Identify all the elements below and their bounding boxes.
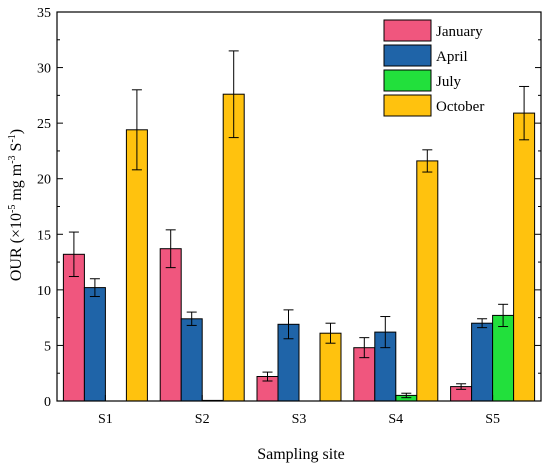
x-axis-title: Sampling site <box>257 446 345 463</box>
legend-item-october: October <box>383 94 484 117</box>
y-tick-label: 5 <box>44 339 51 354</box>
bar-october-s4 <box>416 160 439 402</box>
x-tick-label-s4: S4 <box>388 412 403 427</box>
error-bar-april-s4 <box>380 316 391 349</box>
x-tick-label-s1: S1 <box>98 412 113 427</box>
y-axis-title: OUR (×10-5 mg m-3 S-1) <box>7 129 25 281</box>
bar-october-s5 <box>513 112 536 402</box>
bar-april-s1 <box>83 287 106 402</box>
error-bar-october-s4 <box>422 149 433 173</box>
legend-label: April <box>436 49 468 65</box>
error-bar-april-s1 <box>89 278 100 298</box>
bar-april-s2 <box>180 318 203 402</box>
legend-swatch <box>383 69 432 92</box>
error-bars-layer <box>68 50 530 399</box>
error-bar-january-s4 <box>359 337 370 359</box>
y-tick-label: 15 <box>37 228 51 243</box>
legend-swatch <box>383 94 432 117</box>
x-tick-label-s2: S2 <box>195 412 210 427</box>
bar-july-s5 <box>492 314 515 402</box>
legend-label: October <box>436 99 484 115</box>
bar-april-s5 <box>471 322 494 402</box>
bar-january-s2 <box>159 248 182 402</box>
ticks-layer: 0 5 10 15 20 25 30 35 S1 S2 S3 S4 S5 <box>37 6 541 427</box>
y-tick-label: 10 <box>37 284 51 299</box>
legend-label: January <box>436 24 483 40</box>
legend-swatch <box>383 44 432 67</box>
error-bar-october-s5 <box>519 85 530 141</box>
error-bar-january-s3 <box>262 371 273 382</box>
error-bar-october-s3 <box>325 322 336 344</box>
error-bar-july-s5 <box>498 303 509 328</box>
error-bar-october-s2 <box>228 50 239 139</box>
y-tick-label: 20 <box>37 173 51 188</box>
error-bar-october-s1 <box>131 89 142 171</box>
y-tick-label: 25 <box>37 117 51 132</box>
error-bar-january-s2 <box>165 229 176 269</box>
legend-swatch <box>383 19 432 42</box>
bars-layer <box>62 93 536 402</box>
y-tick-label: 35 <box>37 6 51 21</box>
bar-october-s1 <box>125 129 148 402</box>
error-bar-april-s3 <box>283 309 294 340</box>
legend-item-april: April <box>383 44 468 67</box>
y-tick-label: 30 <box>37 62 51 77</box>
x-tick-label-s5: S5 <box>485 412 500 427</box>
error-bar-april-s5 <box>477 318 488 329</box>
bar-october-s2 <box>222 93 245 402</box>
error-bar-april-s2 <box>186 311 197 326</box>
legend-item-january: January <box>383 19 483 42</box>
legend-item-july: July <box>383 69 462 92</box>
error-bar-july-s4 <box>401 392 412 399</box>
y-tick-label: 0 <box>44 395 51 410</box>
legend: January April July October <box>383 19 484 117</box>
legend-label: July <box>436 74 462 90</box>
error-bar-january-s5 <box>456 383 467 390</box>
error-bar-january-s1 <box>68 231 79 278</box>
x-tick-label-s3: S3 <box>292 412 307 427</box>
